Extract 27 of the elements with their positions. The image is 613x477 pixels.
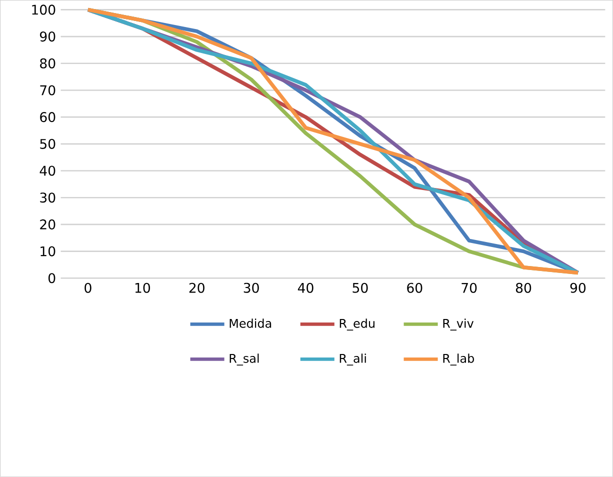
legend-label: R_ali: [340, 354, 366, 366]
x-tick-label: 80: [516, 282, 532, 293]
y-tick-label: 0: [48, 273, 56, 284]
x-tick-label: 90: [570, 282, 586, 293]
legend-label: R_sal: [230, 354, 259, 366]
y-tick-label: 50: [40, 138, 56, 149]
y-tick-label: 40: [40, 166, 56, 176]
x-tick-label: 0: [84, 282, 92, 293]
x-tick-label: 30: [244, 282, 259, 293]
x-tick-label: 50: [352, 282, 368, 293]
x-tick-label: 70: [462, 282, 477, 293]
y-tick-label: 60: [40, 112, 56, 122]
y-tick-label: 80: [40, 58, 56, 68]
y-tick-label: 70: [40, 85, 56, 96]
legend-label: R_viv: [443, 318, 474, 331]
y-tick-label: 90: [40, 32, 56, 42]
legend-label: R_edu: [340, 318, 374, 331]
legend-label: Medida: [230, 318, 272, 328]
x-tick-label: 10: [135, 282, 150, 293]
y-tick-label: 20: [40, 219, 56, 230]
y-tick-label: 30: [40, 192, 56, 203]
y-tick-label: 100: [32, 4, 56, 15]
x-tick-label: 40: [298, 282, 314, 293]
x-tick-label: 20: [189, 282, 204, 293]
y-tick-label: 10: [40, 246, 56, 256]
legend-label: R_lab: [443, 354, 474, 366]
x-tick-label: 60: [407, 282, 422, 293]
